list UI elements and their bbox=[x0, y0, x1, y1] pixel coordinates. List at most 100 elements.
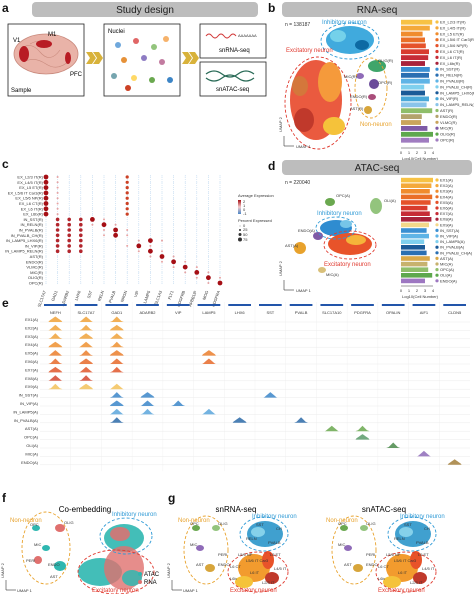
bar bbox=[401, 108, 433, 114]
bar bbox=[401, 194, 433, 200]
bar bbox=[401, 267, 429, 272]
bar bbox=[401, 49, 429, 55]
track-gene-label: PDGFRA bbox=[354, 310, 371, 315]
dotplot-dot bbox=[149, 203, 151, 204]
dotplot-dot bbox=[173, 213, 175, 215]
dotplot-dot bbox=[149, 187, 151, 189]
g-left-opc: OPC bbox=[190, 521, 199, 526]
dotplot-dot bbox=[138, 229, 140, 231]
dotplot-dot bbox=[207, 197, 209, 199]
bar bbox=[401, 55, 429, 61]
expr-tick-2: 0 bbox=[243, 207, 246, 212]
g-left-endo: ENDO bbox=[218, 562, 230, 567]
legend-item: EX_L5/6 IT Car3(R) bbox=[440, 37, 474, 42]
dotplot-dot bbox=[91, 213, 93, 215]
dotplot-dot bbox=[138, 197, 140, 199]
dotplot-dot bbox=[184, 208, 186, 210]
dotplot-dot bbox=[161, 266, 163, 268]
panel-d-header-bar bbox=[282, 160, 472, 175]
dotplot-dot bbox=[184, 250, 186, 252]
dotplot-dot bbox=[115, 261, 117, 263]
arrow-2 bbox=[182, 52, 199, 64]
legend-dot bbox=[435, 279, 439, 283]
dotplot-dot bbox=[219, 240, 221, 242]
dotplot-dot bbox=[90, 217, 95, 222]
atac-inhibitory-label: Inhibitory neuron bbox=[317, 211, 362, 217]
dotplot-dot bbox=[196, 229, 198, 231]
legend-percent-expressed: Percent Expressed bbox=[238, 218, 272, 223]
track-label: EX4(A) bbox=[25, 342, 39, 347]
dotplot-dot bbox=[219, 229, 221, 231]
dotplot-dot bbox=[103, 277, 105, 279]
dotplot-dot bbox=[219, 261, 221, 263]
bar bbox=[401, 250, 427, 256]
dotplot-dot bbox=[80, 213, 82, 215]
bar-tick: 0 bbox=[400, 288, 403, 293]
dotplot-dot bbox=[67, 233, 71, 238]
panel-d: d ATAC-seq n = 220040 Inhibitory neuron … bbox=[268, 159, 473, 299]
track-label: EX8(A) bbox=[25, 376, 39, 381]
dotplot-dot bbox=[80, 208, 82, 210]
dotplot-dot bbox=[138, 176, 140, 178]
dotplot-dot bbox=[91, 223, 94, 226]
legend-dot bbox=[435, 178, 439, 182]
legend-item: EX9(A) bbox=[440, 222, 454, 227]
dotplot-dot bbox=[80, 282, 82, 284]
dotplot-dot bbox=[138, 282, 140, 284]
track-label: MIC(A) bbox=[25, 451, 38, 456]
dotplot-dot bbox=[79, 228, 83, 232]
dotplot-dot bbox=[196, 256, 198, 257]
dotplot-dot bbox=[126, 218, 128, 220]
track-gene-label: LHX6 bbox=[235, 310, 246, 315]
dotplot-dot bbox=[207, 250, 209, 252]
bar bbox=[401, 233, 429, 239]
g-right-inhibitory-label: Inhibitory neuron bbox=[400, 514, 445, 520]
dotplot-dot bbox=[184, 187, 186, 189]
track-peak bbox=[355, 425, 370, 432]
track-peak bbox=[48, 324, 63, 331]
track-peak bbox=[140, 392, 155, 398]
track-peak bbox=[109, 408, 124, 415]
dotplot-dot bbox=[43, 211, 49, 217]
dotplot-dot bbox=[126, 240, 128, 242]
track-gene-label: ADARB2 bbox=[139, 310, 156, 315]
track-peak bbox=[109, 341, 124, 348]
dotplot-dot bbox=[173, 181, 175, 183]
track-label: OLI(A) bbox=[26, 443, 38, 448]
bar bbox=[401, 72, 429, 78]
legend-dot bbox=[435, 132, 439, 136]
dotplot-dot bbox=[184, 277, 186, 279]
dotplot-dot bbox=[80, 176, 82, 178]
dotplot-dot bbox=[184, 240, 186, 242]
dotplot-dot bbox=[196, 197, 198, 199]
dotplot-dot bbox=[219, 271, 221, 273]
g-left-l45it: L4/5 IT bbox=[274, 566, 287, 571]
track-peak bbox=[79, 350, 94, 356]
sample-box bbox=[7, 23, 85, 97]
rna-umap bbox=[290, 26, 386, 140]
dotplot-dot bbox=[57, 282, 59, 284]
g-right-l6it: L6 IT bbox=[398, 570, 408, 575]
bar bbox=[401, 211, 430, 216]
track-gene-label: SST bbox=[266, 310, 274, 315]
dotplot-dot bbox=[195, 266, 198, 269]
legend-dot bbox=[435, 184, 439, 188]
bar bbox=[401, 256, 430, 261]
dotplot-dot bbox=[207, 224, 209, 226]
g-left-nonneuron-outline bbox=[183, 515, 229, 585]
dotplot-dot bbox=[56, 186, 59, 189]
panel-d-header: ATAC-seq bbox=[355, 163, 400, 174]
panel-b-header: RNA-seq bbox=[357, 5, 398, 16]
legend-item: MIC(R) bbox=[440, 126, 454, 131]
legend-item: EX7(A) bbox=[440, 211, 454, 216]
dotplot-dot bbox=[103, 266, 105, 268]
dotplot-dot bbox=[91, 192, 93, 194]
dotplot-dot bbox=[113, 227, 118, 233]
snrna-label: snRNA-seq bbox=[219, 48, 250, 54]
g-right-excitatory-outline bbox=[375, 551, 437, 593]
bar-tick: 1 bbox=[408, 288, 411, 293]
dotplot-dot bbox=[184, 176, 186, 178]
dotplot-dot bbox=[126, 229, 129, 231]
expr-tick-3: -1 bbox=[243, 211, 247, 216]
